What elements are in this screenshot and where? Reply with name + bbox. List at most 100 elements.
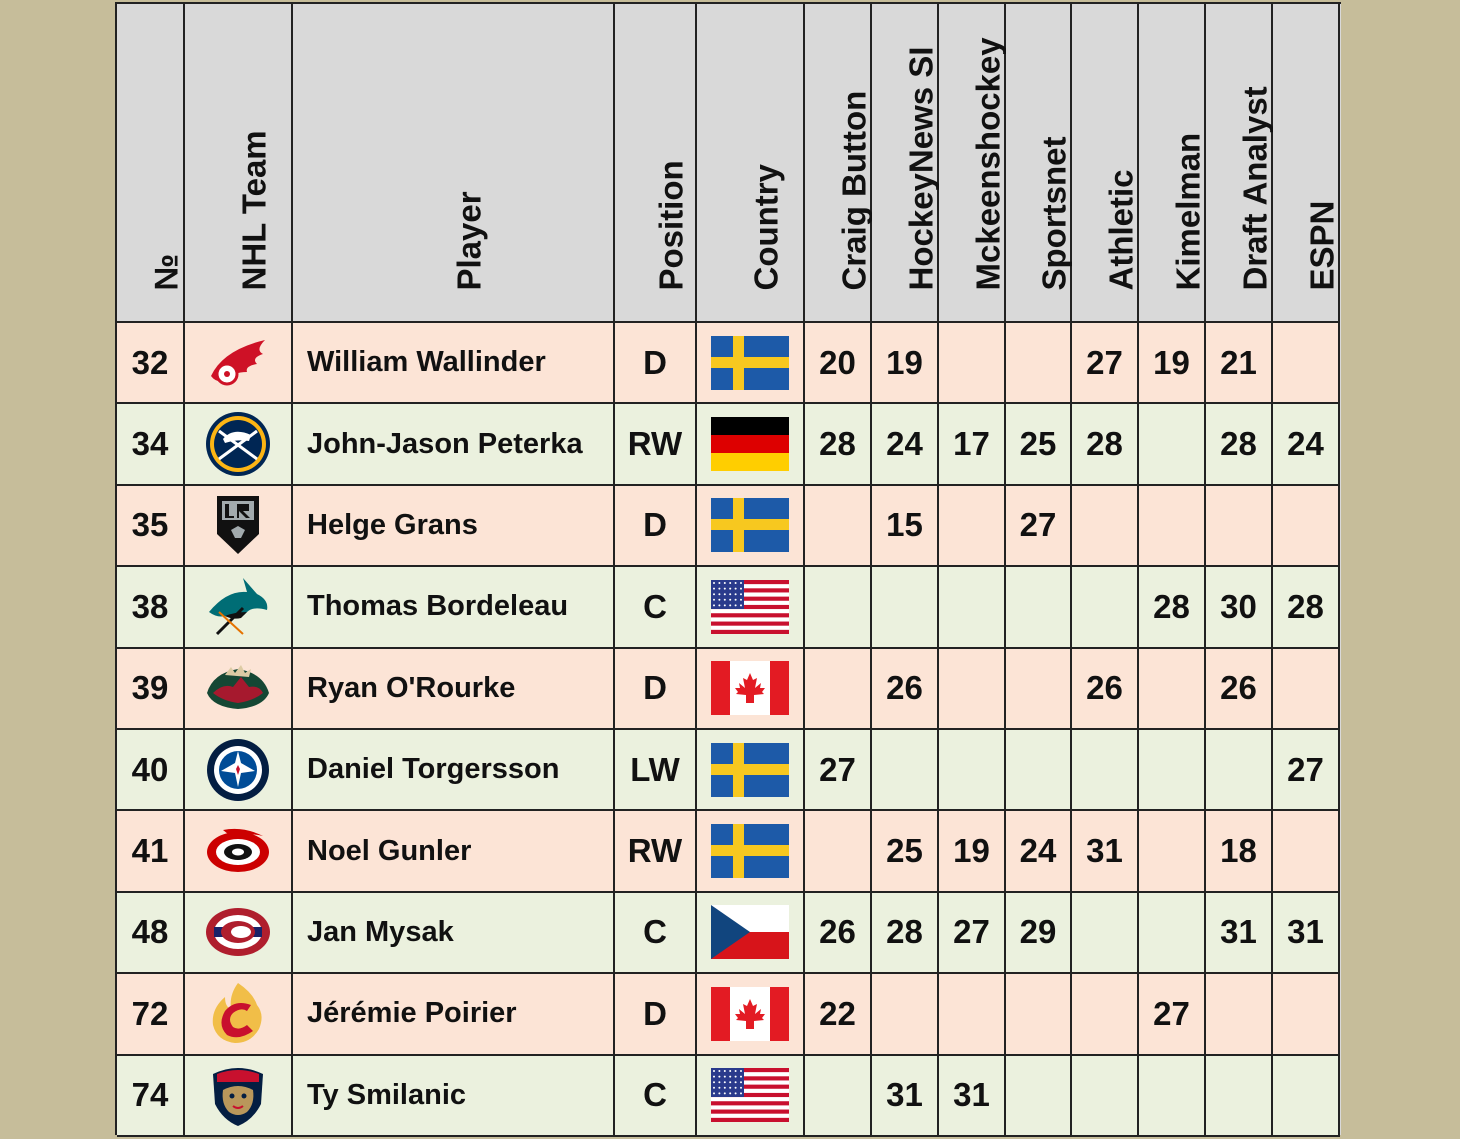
rank-draft-analyst: [1206, 1055, 1273, 1137]
usa-flag-icon: [711, 1068, 789, 1123]
rank-hockeynews-si: 25: [872, 811, 939, 893]
player-position: C: [615, 892, 697, 975]
pick-number: 72: [117, 974, 185, 1056]
header-craig-button: Craig Button: [805, 4, 872, 323]
rank-hockeynews-si: 19: [872, 323, 939, 405]
team-logo-cell: [185, 892, 293, 975]
rank-draft-analyst: 26: [1206, 648, 1273, 730]
header-num: №: [117, 4, 185, 323]
rank-espn: [1273, 974, 1340, 1056]
country-flag-cell: [697, 567, 805, 649]
rank-craig-button: 27: [805, 730, 872, 812]
team-logo-cell: [185, 567, 293, 649]
rank-mckeenshockey: [939, 974, 1006, 1056]
team-logo-cell: [185, 323, 293, 405]
rank-athletic: 27: [1072, 323, 1139, 405]
country-flag-cell: [697, 485, 805, 568]
rank-athletic: [1072, 892, 1139, 975]
country-flag-cell: [697, 1055, 805, 1137]
rank-espn: 24: [1273, 404, 1340, 486]
rank-mckeenshockey: [939, 567, 1006, 649]
hurricanes-logo-icon: [207, 828, 269, 873]
header-label: NHL Team: [235, 130, 273, 291]
header-label: Athletic: [1102, 169, 1139, 291]
rank-draft-analyst: [1206, 730, 1273, 812]
czech-flag-icon: [711, 905, 789, 960]
player-position: RW: [615, 404, 697, 486]
rank-kimelman: [1139, 811, 1206, 893]
country-flag-cell: [697, 811, 805, 893]
rank-sportsnet: [1006, 974, 1072, 1056]
rank-kimelman: 19: [1139, 323, 1206, 405]
rank-sportsnet: [1006, 323, 1072, 405]
rank-hockeynews-si: [872, 974, 939, 1056]
country-flag-cell: [697, 892, 805, 975]
header-label: Craig Button: [835, 90, 872, 291]
rank-mckeenshockey: 27: [939, 892, 1006, 975]
header-sportsnet: Sportsnet: [1006, 4, 1073, 323]
pick-number: 39: [117, 648, 185, 730]
pick-number: 41: [117, 811, 185, 893]
pick-number: 34: [117, 404, 185, 486]
jets-logo-icon: [207, 738, 269, 801]
player-name: Thomas Bordeleau: [293, 567, 615, 649]
rank-craig-button: [805, 648, 872, 730]
rank-espn: 31: [1273, 892, 1340, 975]
sweden-flag-icon: [711, 824, 789, 879]
rank-espn: [1273, 485, 1340, 568]
rank-hockeynews-si: 31: [872, 1055, 939, 1137]
rank-kimelman: [1139, 485, 1206, 568]
rank-athletic: [1072, 567, 1139, 649]
country-flag-cell: [697, 648, 805, 730]
rank-draft-analyst: 31: [1206, 892, 1273, 975]
rank-athletic: 28: [1072, 404, 1139, 486]
player-name: Ryan O'Rourke: [293, 648, 615, 730]
team-logo-cell: [185, 730, 293, 812]
player-position: D: [615, 648, 697, 730]
rank-craig-button: [805, 567, 872, 649]
team-logo-cell: [185, 485, 293, 568]
usa-flag-icon: [711, 579, 789, 634]
header-draft-analyst: Draft Analyst: [1206, 4, 1273, 323]
header-hockeynews-si: HockeyNews SI: [872, 4, 939, 323]
player-name: Helge Grans: [293, 485, 615, 568]
rank-athletic: [1072, 730, 1139, 812]
rank-draft-analyst: 28: [1206, 404, 1273, 486]
header-label: Position: [652, 160, 690, 291]
rank-kimelman: 27: [1139, 974, 1206, 1056]
team-logo-cell: [185, 1055, 293, 1137]
team-logo-cell: [185, 974, 293, 1056]
header-label: Sportsnet: [1035, 136, 1073, 291]
country-flag-cell: [697, 404, 805, 486]
rank-espn: 28: [1273, 567, 1340, 649]
rank-mckeenshockey: 19: [939, 811, 1006, 893]
rank-craig-button: 26: [805, 892, 872, 975]
rank-craig-button: [805, 485, 872, 568]
rank-kimelman: [1139, 730, 1206, 812]
pick-number: 40: [117, 730, 185, 812]
canadiens-logo-icon: [206, 908, 270, 957]
player-name: William Wallinder: [293, 323, 615, 405]
header-label: Mckeenshockey: [969, 37, 1006, 291]
rank-sportsnet: 25: [1006, 404, 1072, 486]
rank-kimelman: [1139, 404, 1206, 486]
rank-hockeynews-si: 28: [872, 892, 939, 975]
rank-mckeenshockey: [939, 648, 1006, 730]
red-wings-logo-icon: [211, 339, 265, 386]
rank-craig-button: [805, 811, 872, 893]
rank-mckeenshockey: [939, 323, 1006, 405]
rank-athletic: 31: [1072, 811, 1139, 893]
rank-sportsnet: [1006, 648, 1072, 730]
player-name: Ty Smilanic: [293, 1055, 615, 1137]
header-country: Country: [697, 4, 805, 323]
header-mckeenshockey: Mckeenshockey: [939, 4, 1006, 323]
header-label: Country: [747, 164, 785, 291]
pick-number: 48: [117, 892, 185, 975]
team-logo-cell: [185, 811, 293, 893]
rank-sportsnet: 27: [1006, 485, 1072, 568]
pick-number: 35: [117, 485, 185, 568]
canada-flag-icon: [711, 986, 789, 1041]
germany-flag-icon: [711, 417, 789, 472]
header-kimelman: Kimelman: [1139, 4, 1206, 323]
rank-kimelman: [1139, 1055, 1206, 1137]
